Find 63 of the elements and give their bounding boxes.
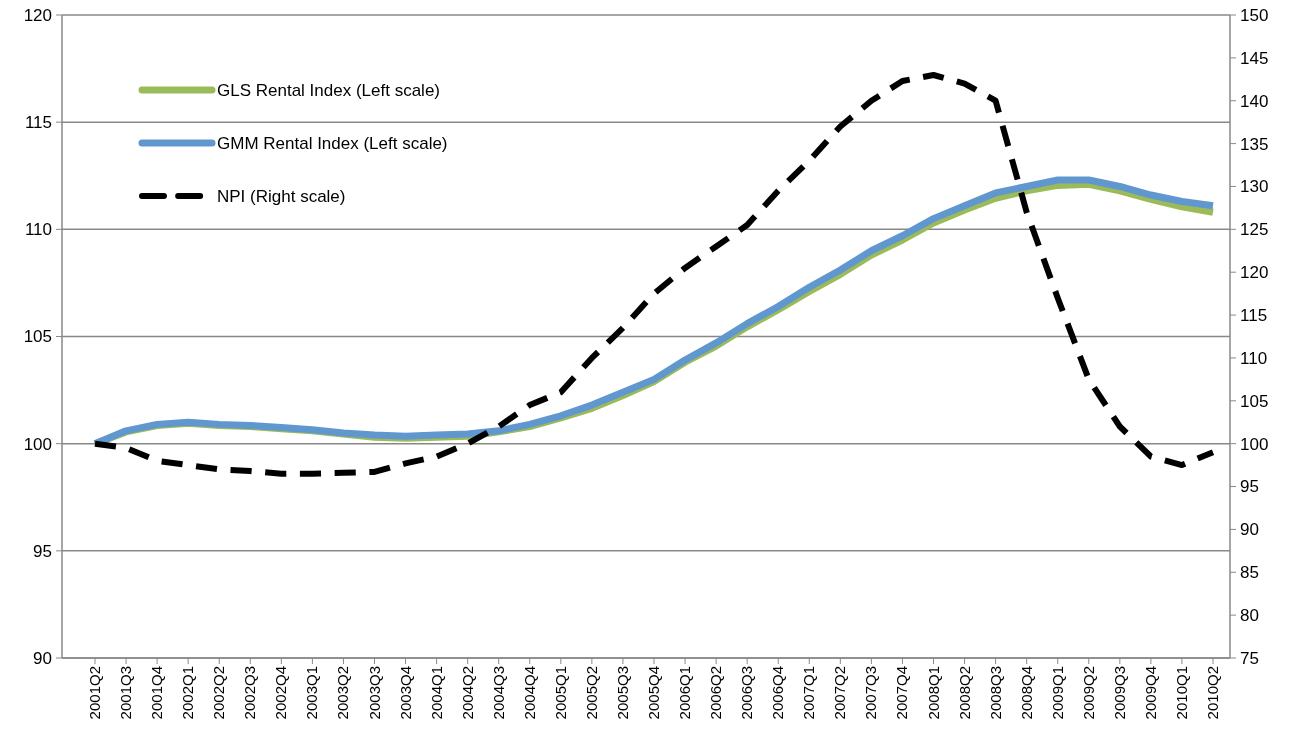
y2-tick-label: 140: [1240, 91, 1269, 111]
y-tick-label: 115: [24, 113, 52, 133]
x-tick-label: 2003Q2: [334, 666, 352, 720]
x-tick-label: 2010Q1: [1172, 666, 1190, 720]
x-tick-label: 2010Q2: [1204, 666, 1221, 720]
x-tick-label: 2009Q2: [1079, 666, 1097, 720]
x-tick-label: 2005Q1: [551, 666, 569, 720]
y2-tick-label: 95: [1240, 477, 1259, 497]
x-tick-label: 2006Q4: [769, 666, 787, 720]
y-tick-label: 120: [23, 5, 52, 25]
x-tick-label: 2002Q2: [210, 666, 228, 720]
legend-label: GLS Rental Index (Left scale): [217, 80, 441, 100]
y-tick-label: 105: [23, 327, 52, 347]
y2-tick-label: 150: [1240, 5, 1269, 25]
x-tick-label: 2002Q1: [179, 666, 197, 720]
y-tick-label: 90: [33, 648, 52, 668]
y2-tick-label: 100: [1240, 434, 1269, 454]
x-tick-label: 2009Q1: [1048, 666, 1066, 720]
x-tick-label: 2002Q4: [272, 666, 290, 720]
legend-label: NPI (Right scale): [217, 186, 346, 206]
x-tick-label: 2006Q2: [707, 666, 725, 720]
x-tick-label: 2009Q3: [1110, 666, 1128, 720]
x-tick-label: 2004Q1: [427, 666, 445, 720]
y2-tick-label: 80: [1240, 606, 1259, 626]
legend-label: GMM Rental Index (Left scale): [217, 133, 448, 153]
y-tick-label: 100: [23, 434, 52, 454]
x-tick-label: 2004Q4: [520, 666, 538, 720]
x-tick-label: 2006Q3: [738, 666, 756, 720]
y2-tick-label: 105: [1240, 391, 1269, 411]
y2-tick-label: 85: [1240, 563, 1259, 583]
y2-tick-label: 125: [1240, 220, 1269, 240]
x-tick-label: 2008Q4: [1017, 666, 1035, 720]
x-tick-label: 2005Q3: [613, 666, 631, 720]
x-tick-label: 2003Q4: [396, 666, 414, 720]
y2-tick-label: 145: [1240, 48, 1269, 68]
y-tick-label: 110: [24, 220, 52, 240]
x-tick-label: 2004Q3: [489, 666, 507, 720]
x-tick-label: 2002Q3: [241, 666, 259, 720]
x-tick-label: 2004Q2: [458, 666, 476, 720]
x-tick-label: 2009Q4: [1141, 666, 1159, 720]
x-tick-label: 2007Q4: [893, 666, 911, 720]
y2-tick-label: 90: [1240, 520, 1259, 540]
x-tick-label: 2008Q2: [955, 666, 973, 720]
y2-tick-label: 110: [1240, 348, 1268, 368]
y2-tick-label: 130: [1240, 177, 1269, 197]
x-tick-label: 2005Q2: [582, 666, 600, 720]
x-tick-label: 2007Q1: [800, 666, 818, 720]
x-tick-label: 2001Q3: [117, 666, 135, 720]
x-tick-label: 2007Q3: [862, 666, 880, 720]
x-tick-label: 2006Q1: [676, 666, 694, 720]
x-tick-label: 2008Q1: [924, 666, 942, 720]
y2-tick-label: 75: [1240, 648, 1259, 668]
y-tick-label: 95: [33, 541, 52, 561]
y2-tick-label: 115: [1240, 306, 1268, 326]
x-tick-label: 2003Q1: [303, 666, 321, 720]
x-tick-label: 2008Q3: [986, 666, 1004, 720]
x-tick-label: 2003Q3: [365, 666, 383, 720]
x-tick-label: 2001Q4: [148, 666, 166, 720]
x-tick-label: 2005Q4: [645, 666, 662, 720]
x-tick-label: 2001Q2: [86, 666, 103, 720]
x-tick-label: 2007Q2: [831, 666, 849, 720]
y2-tick-label: 135: [1240, 134, 1269, 154]
y2-tick-label: 120: [1240, 263, 1269, 283]
